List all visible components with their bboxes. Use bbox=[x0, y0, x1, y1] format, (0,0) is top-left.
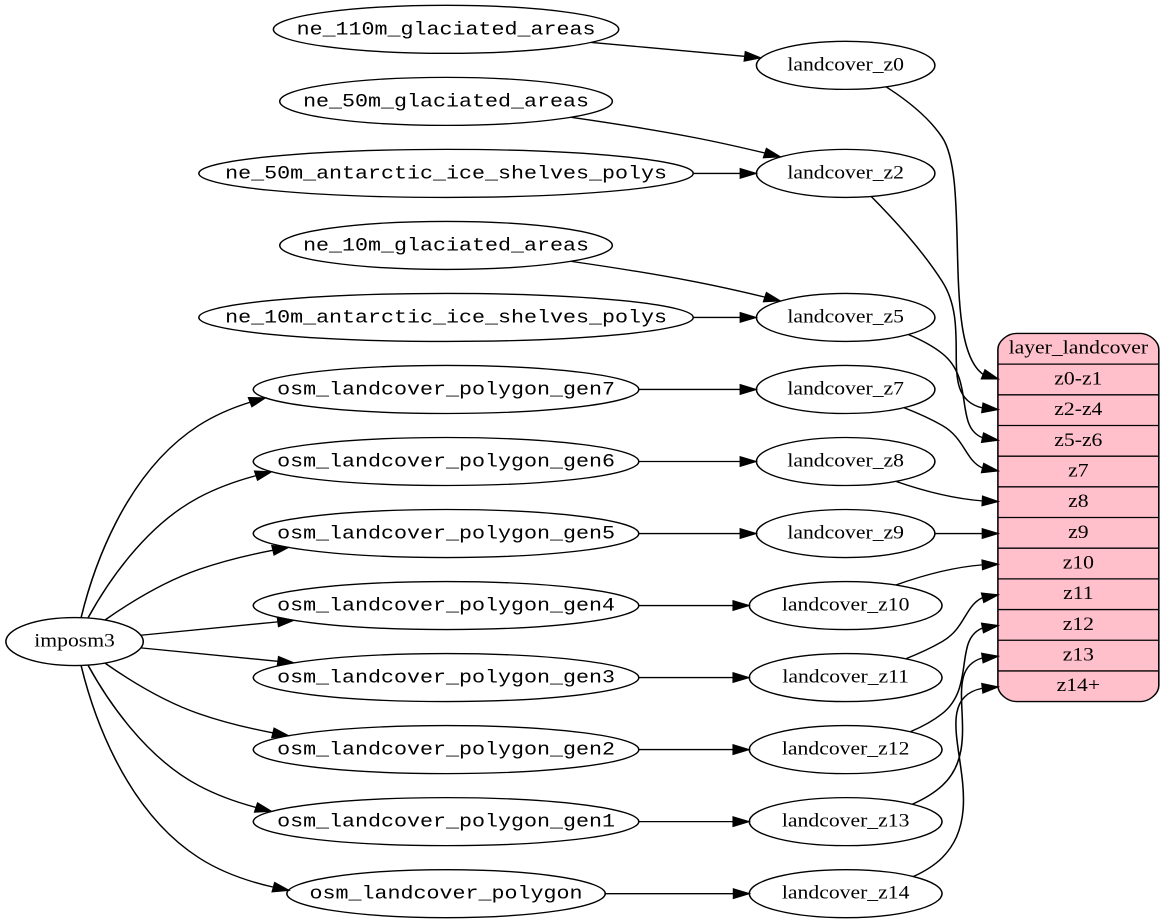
svg-text:osm_landcover_polygon_gen6: osm_landcover_polygon_gen6 bbox=[277, 452, 615, 473]
svg-text:landcover_z14: landcover_z14 bbox=[782, 883, 909, 903]
svg-text:z13: z13 bbox=[1063, 645, 1094, 665]
svg-text:landcover_z10: landcover_z10 bbox=[782, 595, 909, 615]
svg-text:z0-z1: z0-z1 bbox=[1054, 369, 1102, 389]
svg-text:ne_10m_antarctic_ice_shelves_p: ne_10m_antarctic_ice_shelves_polys bbox=[225, 308, 667, 329]
svg-text:landcover_z9: landcover_z9 bbox=[787, 523, 904, 543]
svg-text:landcover_z12: landcover_z12 bbox=[782, 739, 909, 759]
svg-text:osm_landcover_polygon_gen3: osm_landcover_polygon_gen3 bbox=[277, 668, 615, 689]
svg-text:imposm3: imposm3 bbox=[34, 631, 115, 651]
svg-text:z2-z4: z2-z4 bbox=[1054, 399, 1102, 419]
svg-text:landcover_z8: landcover_z8 bbox=[787, 451, 904, 471]
svg-text:landcover_z7: landcover_z7 bbox=[787, 379, 904, 399]
svg-text:z8: z8 bbox=[1068, 491, 1088, 511]
svg-text:z10: z10 bbox=[1063, 553, 1094, 573]
svg-text:layer_landcover: layer_landcover bbox=[1009, 338, 1149, 358]
svg-text:landcover_z2: landcover_z2 bbox=[787, 163, 904, 183]
svg-text:z12: z12 bbox=[1063, 614, 1094, 634]
svg-text:z14+: z14+ bbox=[1057, 675, 1100, 695]
svg-text:z5-z6: z5-z6 bbox=[1054, 430, 1102, 450]
svg-text:z7: z7 bbox=[1068, 461, 1088, 481]
svg-text:osm_landcover_polygon_gen2: osm_landcover_polygon_gen2 bbox=[277, 740, 615, 761]
svg-text:ne_110m_glaciated_areas: ne_110m_glaciated_areas bbox=[297, 20, 596, 41]
svg-text:ne_10m_glaciated_areas: ne_10m_glaciated_areas bbox=[303, 236, 589, 257]
svg-text:osm_landcover_polygon: osm_landcover_polygon bbox=[310, 884, 583, 905]
svg-text:ne_50m_glaciated_areas: ne_50m_glaciated_areas bbox=[303, 92, 589, 113]
svg-text:osm_landcover_polygon_gen7: osm_landcover_polygon_gen7 bbox=[277, 380, 615, 401]
svg-text:osm_landcover_polygon_gen4: osm_landcover_polygon_gen4 bbox=[277, 596, 615, 617]
svg-text:landcover_z5: landcover_z5 bbox=[787, 307, 904, 327]
svg-text:z11: z11 bbox=[1063, 583, 1093, 603]
svg-text:ne_50m_antarctic_ice_shelves_p: ne_50m_antarctic_ice_shelves_polys bbox=[225, 164, 667, 185]
svg-text:osm_landcover_polygon_gen5: osm_landcover_polygon_gen5 bbox=[277, 524, 615, 545]
svg-text:osm_landcover_polygon_gen1: osm_landcover_polygon_gen1 bbox=[277, 812, 615, 833]
svg-text:landcover_z0: landcover_z0 bbox=[787, 55, 904, 75]
svg-text:landcover_z11: landcover_z11 bbox=[782, 667, 909, 687]
svg-text:landcover_z13: landcover_z13 bbox=[782, 811, 909, 831]
svg-text:z9: z9 bbox=[1068, 522, 1088, 542]
